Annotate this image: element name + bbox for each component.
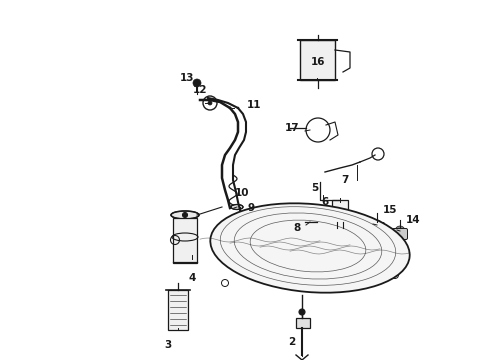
Text: 13: 13 (180, 73, 194, 83)
Text: 12: 12 (193, 85, 207, 95)
Circle shape (372, 220, 382, 230)
Text: 11: 11 (247, 100, 261, 110)
Bar (300, 40, 335, 80)
Text: 5: 5 (311, 183, 318, 193)
FancyBboxPatch shape (315, 214, 337, 230)
Ellipse shape (231, 204, 243, 210)
Bar (296, 318, 310, 328)
Circle shape (299, 309, 305, 315)
Ellipse shape (210, 203, 410, 293)
Text: 17: 17 (285, 123, 299, 133)
Text: 14: 14 (406, 215, 420, 225)
Text: 7: 7 (342, 175, 349, 185)
Circle shape (395, 226, 405, 236)
Circle shape (208, 101, 212, 105)
Text: 9: 9 (247, 203, 255, 213)
Bar (332, 200, 348, 222)
Text: 3: 3 (164, 340, 171, 350)
Text: 6: 6 (321, 197, 329, 207)
Bar (173, 218, 197, 263)
Circle shape (182, 212, 188, 217)
Ellipse shape (171, 211, 199, 219)
Bar (168, 290, 188, 330)
FancyBboxPatch shape (369, 222, 385, 234)
Text: 4: 4 (188, 273, 196, 283)
FancyBboxPatch shape (392, 229, 408, 239)
Text: 10: 10 (235, 188, 249, 198)
Text: 8: 8 (294, 223, 301, 233)
Circle shape (193, 79, 201, 87)
Text: 15: 15 (383, 205, 397, 215)
Text: 2: 2 (289, 337, 295, 347)
Text: 16: 16 (311, 57, 325, 67)
